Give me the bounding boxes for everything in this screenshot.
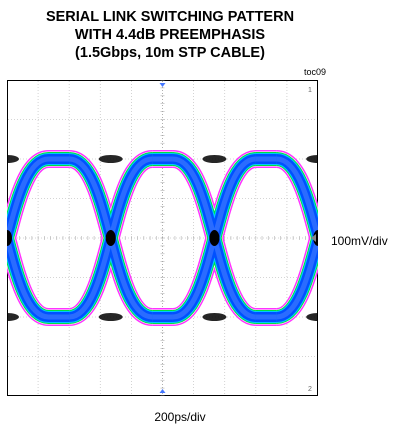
- level-spot: [7, 155, 19, 163]
- channel-marker-2: 2: [308, 386, 312, 393]
- chart-title-line-2: WITH 4.4dB PREEMPHASIS: [74, 27, 266, 43]
- dense-spots: [7, 155, 318, 321]
- trigger-marker-bottom: [159, 389, 166, 393]
- crossing-spot: [209, 230, 220, 246]
- trace-segment: [276, 228, 318, 320]
- level-spot: [98, 155, 123, 163]
- trigger-marker-top: [159, 83, 166, 87]
- vertical-scale-label: 100mV/div: [331, 234, 388, 248]
- crossing-spot: [105, 230, 116, 246]
- trace-segment: [7, 156, 49, 248]
- crossing-spot: [7, 230, 12, 246]
- channel-markers: 12: [159, 83, 316, 393]
- chart-title-line-3: (1.5Gbps, 10m STP CABLE): [75, 45, 265, 61]
- eye-diagram-plot: 12: [7, 80, 318, 396]
- level-spot: [98, 313, 123, 321]
- horizontal-scale-label: 200ps/div: [154, 410, 206, 424]
- level-spot: [7, 313, 19, 321]
- figure-code: toc09: [303, 67, 326, 77]
- level-spot: [306, 313, 318, 321]
- channel-marker-1: 1: [308, 87, 312, 94]
- level-spot: [202, 313, 227, 321]
- chart-title-line-1: SERIAL LINK SWITCHING PATTERN: [45, 9, 295, 25]
- trace-segment: [7, 228, 49, 320]
- trace-segment: [276, 156, 318, 248]
- level-spot: [306, 155, 318, 163]
- eye-traces: [7, 150, 318, 326]
- level-spot: [202, 155, 227, 163]
- grid: [7, 80, 318, 396]
- chart-title: SERIAL LINK SWITCHING PATTERN WITH 4.4dB…: [0, 8, 340, 62]
- level-marker-right: [311, 234, 316, 242]
